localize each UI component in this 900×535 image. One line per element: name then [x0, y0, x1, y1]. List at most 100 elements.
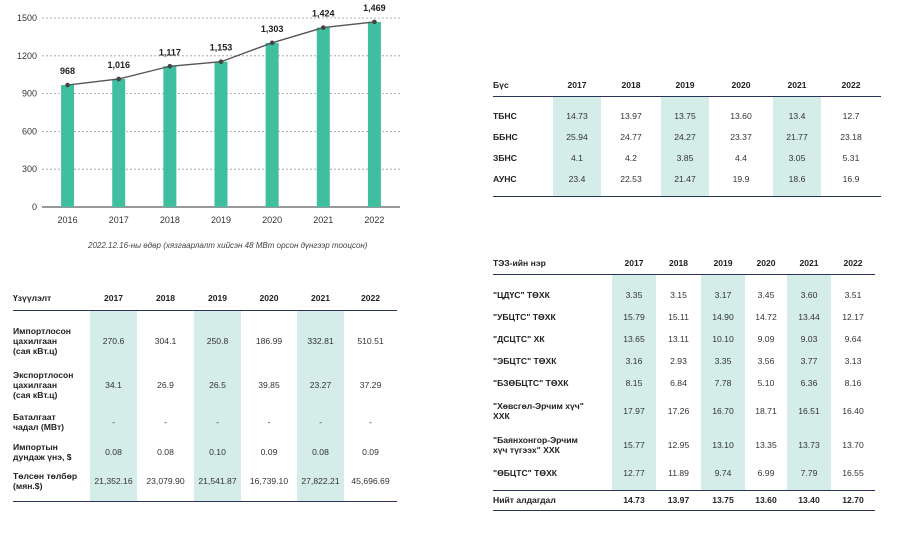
table-cell: 3.17: [701, 283, 745, 306]
spacer-row: [493, 96, 881, 106]
data-label: 1,424: [312, 9, 335, 19]
column-header-label: ТЭЗ-ийн нэр: [493, 257, 546, 268]
table-cell: 3.85: [661, 147, 709, 169]
column-header-year: 2018: [621, 79, 641, 90]
column-header-year: 2021: [787, 79, 807, 90]
table-cell: -: [194, 406, 241, 437]
y-tick-label: 1500: [17, 13, 37, 23]
table-row: "ЭБЦТС" ТӨХК 3.16 2.93 3.35 3.56 3.77 3.13: [493, 349, 875, 372]
table-cell: 24.27: [661, 126, 709, 148]
x-tick-label: 2016: [58, 215, 78, 225]
line-point: [372, 19, 377, 25]
table-cell: 12.77: [612, 461, 656, 484]
table-cell: 3.13: [844, 355, 862, 366]
table-cell: 23,079.90: [146, 475, 185, 486]
table-cell: 39.85: [258, 379, 280, 390]
table-cell: 13.35: [755, 439, 777, 450]
table-cell: 16,739.10: [249, 475, 289, 486]
table-cell: 27,822.21: [297, 466, 344, 495]
table-cell: 23.37: [730, 132, 752, 142]
spacer-cell: [137, 495, 194, 502]
bar: [214, 61, 228, 207]
table-cell: 3.35: [612, 283, 656, 306]
data-label: 1,303: [261, 24, 284, 34]
table-cell: 13.11: [668, 333, 689, 344]
table-row: "ЦДҮС" ТӨХК 3.35 3.15 3.17 3.45 3.60 3.51: [493, 283, 875, 306]
table-row: "БЗӨБЦТС" ТӨХК 8.15 6.84 7.78 5.10 6.36 8.16: [493, 371, 875, 394]
table-cell: 21,352.16: [90, 466, 137, 495]
x-tick-label: 2019: [211, 215, 231, 225]
table-cell: 9.74: [701, 461, 745, 484]
table-cell: 9.09: [757, 333, 775, 344]
table-cell: 3.77: [787, 349, 831, 372]
table-cell: 25.94: [553, 126, 601, 148]
x-tick-label: 2017: [109, 215, 129, 225]
table-cell: 0.10: [194, 436, 241, 467]
table-cell: 14.90: [701, 305, 745, 328]
table-cell: 13.70: [842, 439, 864, 450]
line-point: [65, 82, 70, 88]
row-label: ЗБНС: [493, 153, 517, 163]
table-cell: 270.6: [90, 318, 137, 363]
table-row: Экспортлосон цахилгаан (сая кВт.ц) 34.1 26.9…: [13, 362, 397, 407]
line-point: [116, 76, 122, 82]
table-row: Импортлосон цахилгаан (сая кВт.ц) 270.6 304.…: [13, 318, 397, 363]
spacer-row: [493, 274, 875, 284]
spacer-cell: [13, 495, 90, 502]
table-cell: 8.16: [844, 377, 862, 388]
table-cell: 7.78: [701, 371, 745, 394]
line-point: [167, 63, 173, 69]
tpp-header-row: ТЭЗ-ийн нэр 2017 2018 2019 2020 2021 2022: [493, 252, 875, 274]
x-tick-label: 2020: [262, 215, 282, 225]
row-label: Экспортлосон цахилгаан (сая кВт.ц): [13, 369, 74, 400]
table-row: "ӨБЦТС" ТӨХК 12.77 11.89 9.74 6.99 7.79 16.55: [493, 461, 875, 484]
data-label: 968: [60, 66, 75, 76]
column-header-year: 2018: [668, 257, 689, 268]
spacer-cell: [821, 96, 881, 106]
table-cell: 4.1: [553, 147, 601, 169]
table-cell: 7.79: [787, 461, 831, 484]
row-label: Төлсөн төлбөр (мян.$): [13, 470, 78, 491]
spacer-cell: [194, 494, 241, 501]
zone-header-row: Бүс 2017 2018 2019 2020 2021 2022: [493, 74, 881, 96]
column-header-year: 2019: [675, 79, 695, 90]
total-cell: 13.40: [798, 495, 820, 505]
table-cell: 3.51: [844, 289, 862, 300]
column-header-year: 2020: [731, 79, 751, 90]
column-header-year: 2019: [713, 257, 733, 268]
spacer-cell: [701, 483, 745, 490]
row-label: "ЦДҮС" ТӨХК: [493, 289, 550, 300]
spacer-cell: [90, 494, 137, 501]
table-cell: 14.72: [755, 311, 777, 322]
table-cell: 250.8: [194, 318, 241, 363]
table-cell: 21,541.87: [194, 466, 241, 495]
spacer-cell: [601, 96, 661, 106]
x-tick-label: 2021: [313, 215, 333, 225]
table-cell: 0.08: [157, 446, 174, 457]
table-row: "УБЦТС" ТӨХК 15.79 15.11 14.90 14.72 13.44 12.…: [493, 305, 875, 328]
table-cell: 3.16: [612, 349, 656, 372]
table-cell: 17.26: [667, 405, 690, 416]
column-header-year: 2020: [259, 292, 279, 303]
table-cell: 9.64: [844, 333, 862, 344]
column-header-year: 2021: [310, 292, 331, 303]
table-cell: 16.51: [787, 393, 831, 428]
y-tick-label: 0: [32, 202, 37, 212]
table-cell: 21.47: [661, 168, 709, 190]
table-row: ЗБНС 4.1 4.2 3.85 4.4 3.05 5.31: [493, 147, 881, 169]
table-cell: 23.18: [840, 132, 862, 142]
table-row: ТБНС 14.73 13.97 13.75 13.60 13.4 12.7: [493, 105, 881, 127]
table-row: "Хөвсгөл-Эрчим хүч" ХХК 17.97 17.26 16.70 18.…: [493, 393, 875, 428]
table-cell: 13.73: [787, 427, 831, 462]
spacer-cell: [661, 189, 709, 196]
spacer-cell: [773, 189, 821, 196]
zone-loss-table: Бүс 2017 2018 2019 2020 2021 2022 ТБНС 14.73 13.…: [493, 74, 881, 197]
spacer-cell: [612, 483, 656, 490]
table-cell: 18.6: [773, 168, 821, 190]
table-cell: -: [369, 416, 372, 427]
spacer-row: [493, 189, 881, 197]
spacer-cell: [821, 190, 881, 197]
data-label: 1,153: [210, 43, 233, 53]
table-cell: 13.4: [773, 105, 821, 127]
spacer-cell: [709, 190, 773, 197]
